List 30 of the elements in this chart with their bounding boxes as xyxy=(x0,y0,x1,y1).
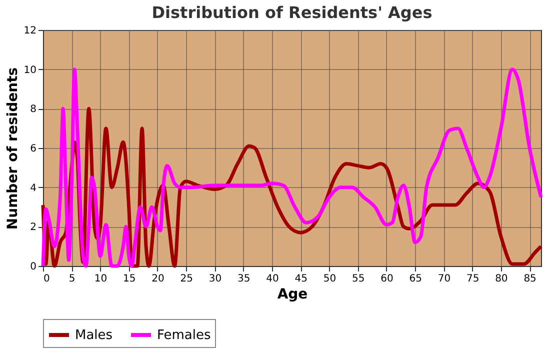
y-tick-label: 2 xyxy=(30,222,36,234)
x-tick-label: 40 xyxy=(266,274,279,284)
y-tick-label: 4 xyxy=(30,182,36,194)
x-tick-label: 10 xyxy=(94,274,108,284)
chart-title: Distribution of Residents' Ages xyxy=(152,3,432,22)
x-tick-label: 35 xyxy=(237,274,250,284)
y-tick-label: 0 xyxy=(30,262,36,272)
x-tick-label: 25 xyxy=(180,274,193,284)
x-tick-label: 20 xyxy=(152,274,164,284)
y-tick-label: 10 xyxy=(24,64,36,76)
x-tick-label: 55 xyxy=(352,274,365,284)
x-tick-label: 30 xyxy=(208,274,222,284)
x-tick-label: 15 xyxy=(122,274,136,284)
y-tick-label: 6 xyxy=(30,144,36,154)
x-tick-label: 85 xyxy=(524,274,536,284)
x-tick-label: 75 xyxy=(466,274,480,284)
x-tick-label: 70 xyxy=(438,274,451,284)
x-tick-label: 65 xyxy=(409,274,422,284)
x-tick-label: 50 xyxy=(323,274,336,284)
x-tick-label: 80 xyxy=(495,274,508,284)
y-axis-title: Number of residents xyxy=(4,67,21,230)
x-tick-label: 0 xyxy=(44,274,50,284)
y-tick-label: 12 xyxy=(24,26,36,36)
x-tick-label: 45 xyxy=(294,274,308,284)
x-tick-label: 5 xyxy=(68,274,76,284)
legend-label: Females xyxy=(157,328,212,343)
x-axis-title: Age xyxy=(277,286,308,302)
x-tick-label: 60 xyxy=(380,274,394,284)
y-tick-label: 8 xyxy=(30,104,36,116)
legend-label: Males xyxy=(75,328,113,343)
